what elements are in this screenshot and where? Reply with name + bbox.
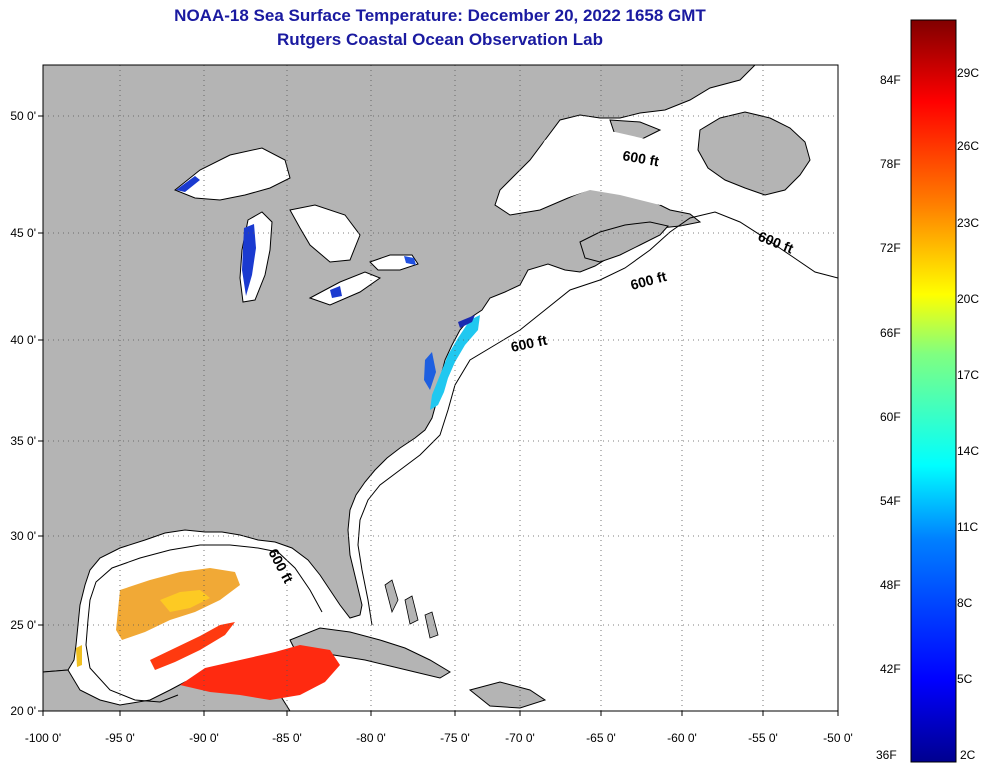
- x-tick-label: -95 0': [105, 731, 135, 745]
- map-subtitle: Rutgers Coastal Ocean Observation Lab: [277, 30, 603, 49]
- sst-cold-lake-michigan: [242, 224, 256, 296]
- colorbar-f-label: 78F: [880, 157, 901, 171]
- x-tick-label: -90 0': [189, 731, 219, 745]
- lake-superior: [174, 147, 291, 201]
- sst-coastal-navy: [458, 315, 475, 328]
- x-tick-label: -85 0': [272, 731, 302, 745]
- sst-cold-lake-erie: [330, 286, 342, 298]
- y-tick-label: 40 0': [10, 333, 36, 347]
- y-tick-label: 30 0': [10, 529, 36, 543]
- x-tick-label: -65 0': [586, 731, 616, 745]
- colorbar-f-label: 84F: [880, 73, 901, 87]
- colorbar-c-label: 2C: [960, 748, 976, 762]
- sst-cold-lake-ontario: [404, 256, 416, 265]
- bahamas-land: [384, 579, 439, 639]
- colorbar-f-label: 60F: [880, 410, 901, 424]
- y-tick-label: 35 0': [10, 434, 36, 448]
- sst-yucatan-red: [180, 645, 340, 700]
- map-border: [42, 64, 839, 712]
- y-tick-label: 20 0': [10, 704, 36, 718]
- colorbar-f-label: 66F: [880, 326, 901, 340]
- x-tick-label: -80 0': [356, 731, 386, 745]
- x-tick-label: -75 0': [440, 731, 470, 745]
- sst-gulf-yellow: [160, 590, 210, 612]
- colorbar: [910, 19, 957, 763]
- lake-erie: [308, 271, 382, 306]
- colorbar-f-label: 48F: [880, 578, 901, 592]
- x-tick-label: -55 0': [748, 731, 778, 745]
- y-tick-label: 50 0': [10, 109, 36, 123]
- newfoundland-land: [697, 111, 811, 196]
- colorbar-c-label: 14C: [957, 444, 980, 458]
- isobath-600ft: [357, 211, 838, 626]
- sst-coastal-blue: [424, 352, 436, 390]
- sst-coastal-cyan: [430, 315, 480, 410]
- x-tick-label: -60 0': [667, 731, 697, 745]
- colorbar-f-label: 54F: [880, 494, 901, 508]
- isobath-600ft-gulf: [85, 544, 323, 703]
- x-tick-label: -100 0': [25, 731, 61, 745]
- y-axis: 50 0' 45 0' 40 0' 35 0' 30 0' 25 0' 20 0': [10, 109, 43, 718]
- nova-scotia-land: [579, 221, 669, 263]
- gulf-st-lawrence: [520, 130, 700, 205]
- contour-label-600ft: 600 ft: [621, 147, 660, 169]
- colorbar-f-label: 36F: [876, 748, 897, 762]
- colorbar-c-label: 17C: [957, 368, 980, 382]
- sst-gulf-red-streak: [150, 622, 235, 670]
- colorbar-c-label: 20C: [957, 292, 980, 306]
- lake-huron: [289, 204, 361, 263]
- colorbar-f-label: 72F: [880, 241, 901, 255]
- x-axis: -100 0' -95 0' -90 0' -85 0' -80 0' -75 0' -70…: [25, 711, 853, 745]
- contour-label-600ft: 600 ft: [509, 332, 548, 355]
- y-tick-label: 25 0': [10, 618, 36, 632]
- colorbar-c-label: 11C: [957, 520, 979, 534]
- y-tick-label: 45 0': [10, 226, 36, 240]
- colorbar-c-label: 23C: [957, 216, 980, 230]
- x-tick-label: -70 0': [505, 731, 535, 745]
- hispaniola-land: [468, 681, 547, 709]
- north-america-land: [43, 65, 756, 673]
- map-title: NOAA-18 Sea Surface Temperature: Decembe…: [174, 6, 706, 25]
- colorbar-c-label: 8C: [957, 596, 973, 610]
- colorbar-f-label: 42F: [880, 662, 901, 676]
- sst-texas-yellow: [76, 645, 82, 667]
- colorbar-c-label: 5C: [957, 672, 973, 686]
- colorbar-c-label: 26C: [957, 139, 980, 153]
- x-tick-label: -50 0': [823, 731, 853, 745]
- sst-cold-lake-superior: [176, 176, 200, 192]
- colorbar-c-label: 29C: [957, 66, 980, 80]
